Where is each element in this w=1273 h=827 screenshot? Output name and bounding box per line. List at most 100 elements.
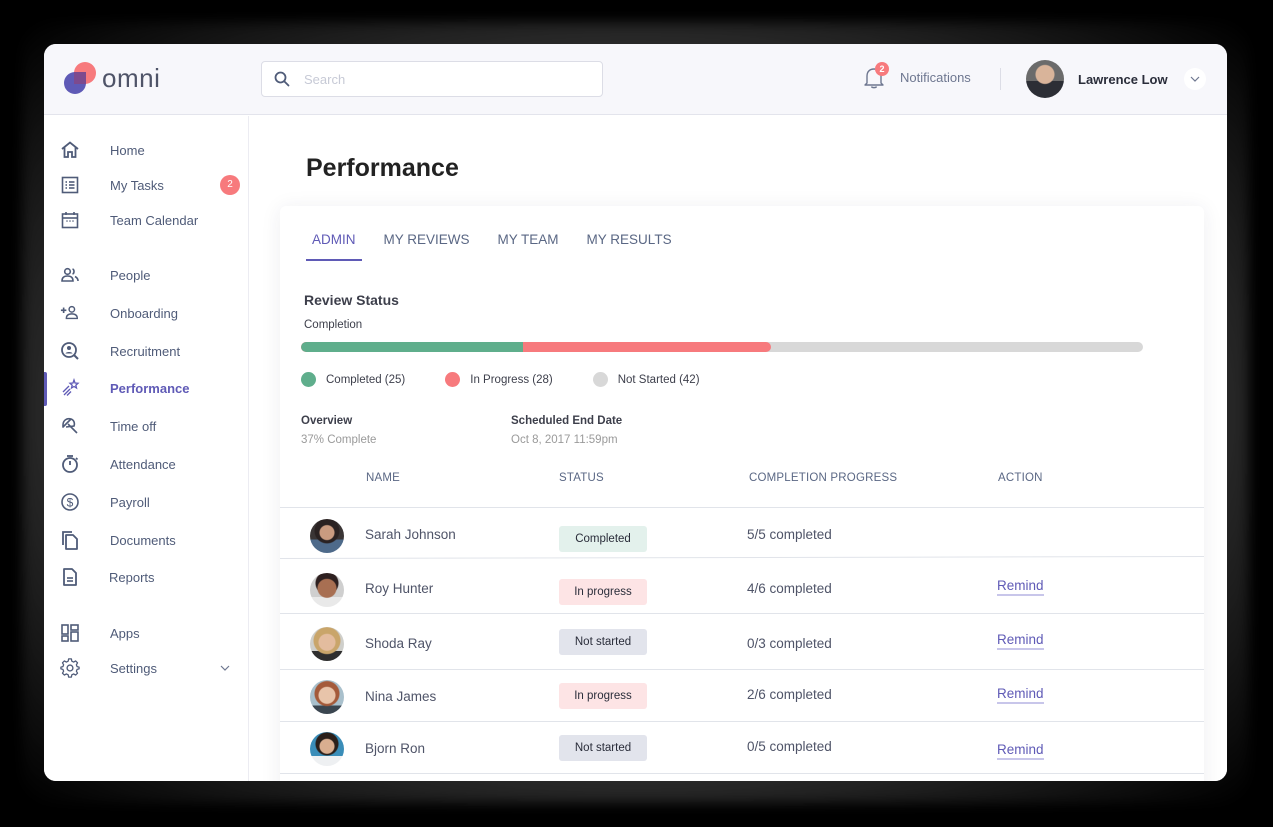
user-avatar: [1026, 60, 1064, 98]
logo[interactable]: omni: [64, 62, 160, 94]
column-header-completion-progress[interactable]: COMPLETION PROGRESS: [749, 472, 898, 484]
sidebar-item-label: Onboarding: [110, 305, 178, 321]
logo-text: omni: [102, 62, 161, 93]
shooting-star-icon: [60, 378, 80, 398]
search-icon: [274, 71, 290, 87]
dollar-icon: $: [60, 492, 80, 512]
progress-segment-completed: [301, 342, 523, 352]
sidebar-item-time-off[interactable]: Time off: [44, 410, 249, 442]
sidebar-item-label: Home: [110, 142, 145, 158]
review-status-title: Review Status: [304, 292, 399, 308]
svg-text:$: $: [67, 496, 74, 510]
table-row[interactable]: Nina James In progress 2/6 completed Rem…: [280, 671, 1204, 723]
table-divider: [280, 773, 1204, 774]
notification-count-badge: 2: [875, 62, 889, 76]
sidebar-item-label: Apps: [110, 625, 140, 641]
notifications-label: Notifications: [900, 69, 971, 85]
sidebar-item-label: Attendance: [110, 456, 176, 472]
umbrella-icon: [60, 416, 80, 436]
sidebar-item-label: Performance: [110, 380, 190, 396]
status-badge: In progress: [559, 579, 647, 605]
overview-block: Overview 37% Complete: [301, 415, 376, 446]
overview-value: 37% Complete: [301, 434, 377, 446]
sidebar-item-payroll[interactable]: $ Payroll: [44, 486, 249, 518]
sidebar-item-documents[interactable]: Documents: [44, 524, 249, 556]
employee-name: Roy Hunter: [365, 581, 434, 596]
avatar: [310, 680, 344, 714]
tab-my-results[interactable]: MY RESULTS: [586, 232, 672, 247]
in-progress-dot-icon: [445, 372, 461, 387]
sidebar-item-performance[interactable]: Performance: [44, 372, 249, 406]
sidebar-item-label: Reports: [109, 569, 155, 585]
remind-link[interactable]: Remind: [997, 578, 1044, 596]
legend-label: Not Started (42): [617, 373, 700, 386]
tasks-icon: [60, 175, 80, 195]
report-icon: [60, 567, 80, 587]
table-row[interactable]: Shoda Ray Not started 0/3 completed Remi…: [280, 615, 1204, 667]
table-divider: [280, 507, 1204, 508]
overview-label: Overview: [301, 415, 353, 427]
search-input[interactable]: [304, 71, 574, 87]
completion-progress-text: 5/5 completed: [747, 527, 832, 542]
completion-progress-text: 0/5 completed: [747, 739, 832, 754]
tab-my-reviews[interactable]: MY REVIEWS: [383, 232, 470, 247]
sidebar-item-home[interactable]: Home: [44, 134, 249, 166]
end-date-label: Scheduled End Date: [511, 415, 623, 427]
remind-link[interactable]: Remind: [997, 632, 1044, 650]
table-divider: [280, 721, 1204, 722]
legend-not-started: Not Started (42): [592, 372, 700, 387]
sidebar-item-label: Time off: [110, 418, 157, 434]
tab-admin[interactable]: ADMIN: [306, 230, 362, 261]
documents-icon: [60, 530, 80, 550]
sidebar-item-my-tasks[interactable]: My Tasks 2: [44, 169, 249, 201]
sidebar-item-reports[interactable]: Reports: [44, 561, 249, 593]
sidebar-item-settings[interactable]: Settings: [44, 652, 249, 684]
legend-label: In Progress (28): [470, 373, 553, 386]
column-header-action[interactable]: ACTION: [998, 472, 1043, 484]
recruitment-icon: [60, 341, 80, 361]
column-header-status[interactable]: STATUS: [559, 472, 604, 484]
sidebar-item-apps[interactable]: Apps: [44, 617, 249, 649]
avatar: [310, 519, 344, 553]
calendar-icon: [60, 210, 80, 230]
user-menu-toggle[interactable]: [1183, 68, 1206, 90]
sidebar: Home My Tasks 2 Team Calendar People Onb…: [44, 116, 249, 781]
employee-name: Sarah Johnson: [365, 527, 456, 542]
table-row[interactable]: Roy Hunter In progress 4/6 completed Rem…: [280, 561, 1204, 613]
people-icon: [60, 265, 80, 285]
status-badge: Not started: [559, 629, 647, 655]
home-icon: [60, 140, 80, 160]
remind-link[interactable]: Remind: [997, 686, 1044, 704]
remind-link[interactable]: Remind: [997, 742, 1044, 760]
main-content: Performance ADMIN MY REVIEWS MY TEAM MY …: [250, 116, 1227, 781]
not-started-dot-icon: [592, 372, 608, 387]
employee-name: Bjorn Ron: [365, 741, 426, 756]
add-user-icon: [60, 303, 80, 323]
search-box[interactable]: [261, 61, 603, 97]
sidebar-item-label: Settings: [110, 660, 157, 676]
sidebar-item-attendance[interactable]: Attendance: [44, 448, 249, 480]
apps-grid-icon: [60, 623, 80, 643]
column-header-name[interactable]: NAME: [366, 472, 401, 484]
bell-icon: 2: [862, 62, 889, 90]
sidebar-item-label: Team Calendar: [110, 212, 199, 228]
sidebar-item-recruitment[interactable]: Recruitment: [44, 335, 249, 367]
page-title: Performance: [306, 154, 459, 182]
tab-my-team[interactable]: MY TEAM: [497, 232, 559, 247]
sidebar-item-people[interactable]: People: [44, 259, 249, 291]
end-date-block: Scheduled End Date Oct 8, 2017 11:59pm: [511, 415, 622, 446]
header-divider: [1000, 68, 1001, 90]
table-row[interactable]: Sarah Johnson Completed 5/5 completed: [280, 509, 1204, 561]
sidebar-item-team-calendar[interactable]: Team Calendar: [44, 204, 249, 236]
user-menu[interactable]: Lawrence Low: [1026, 60, 1206, 98]
top-bar: omni 2 Notifications Lawrence Low: [44, 44, 1227, 115]
progress-segment-in-progress: [301, 342, 771, 352]
avatar: [310, 732, 344, 766]
completion-progress-text: 4/6 completed: [747, 581, 832, 596]
chevron-down-icon[interactable]: [220, 665, 230, 671]
notifications-button[interactable]: 2 Notifications: [862, 62, 971, 90]
table-row[interactable]: Bjorn Ron Not started 0/5 completed Remi…: [280, 723, 1204, 775]
table-divider: [280, 613, 1204, 614]
sidebar-item-onboarding[interactable]: Onboarding: [44, 297, 249, 329]
end-date-value: Oct 8, 2017 11:59pm: [511, 434, 618, 446]
